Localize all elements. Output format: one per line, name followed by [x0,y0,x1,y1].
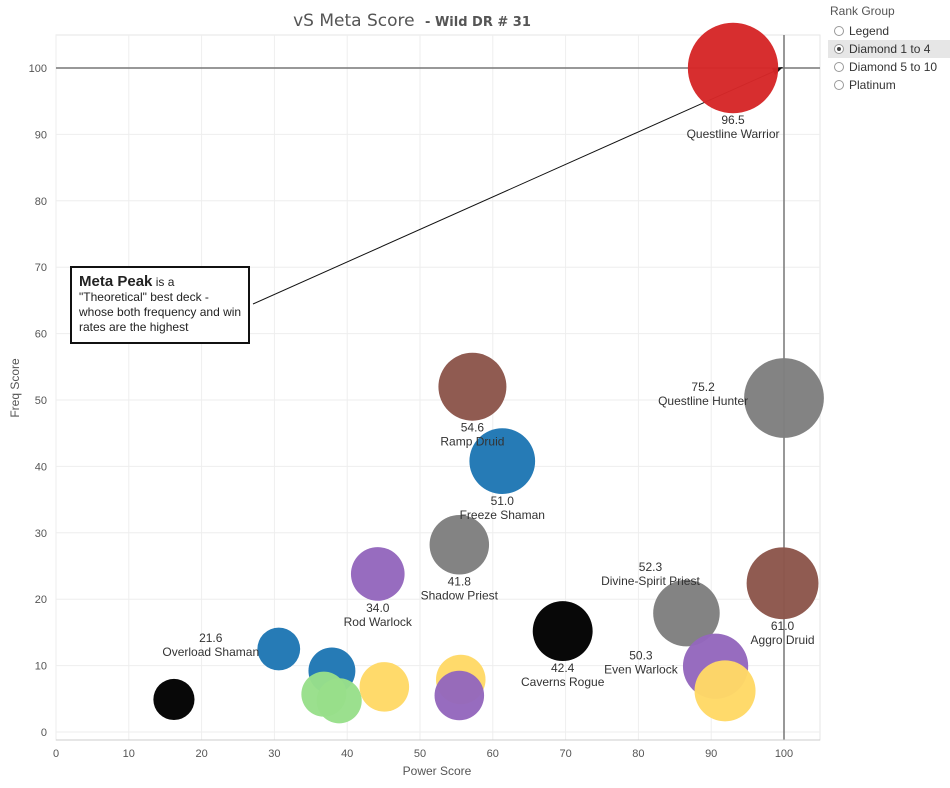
x-tick-label: 10 [123,748,135,760]
x-tick-label: 70 [559,748,571,760]
point-name-label: Ramp Druid [440,435,504,449]
point-score-label: 50.3 [629,648,653,662]
point-name-label: Questline Warrior [687,127,780,141]
legend-title: Rank Group [830,4,895,18]
point-name-label: Aggro Druid [751,633,815,647]
radio-icon[interactable] [834,62,844,72]
scatter-point [687,22,779,114]
x-tick-label: 80 [632,748,644,760]
scatter-point [359,662,410,712]
scatter-point [257,627,301,671]
y-tick-label: 0 [41,727,47,739]
y-tick-label: 100 [29,63,47,75]
scatter-point [694,660,756,722]
point-name-label: Questline Hunter [658,394,748,408]
point-name-label: Caverns Rogue [521,675,605,689]
annotation-text: is a "Theoretical" best deck - whose bot… [79,275,242,334]
x-tick-label: 40 [341,748,353,760]
point-score-label: 34.0 [366,601,390,615]
x-tick-label: 30 [268,748,280,760]
point-name-label: Freeze Shaman [460,508,545,522]
legend-option-platinum[interactable]: Platinum [828,76,950,94]
radio-icon[interactable] [834,26,844,36]
radio-icon[interactable] [834,80,844,90]
legend-option-label: Diamond 1 to 4 [849,42,931,56]
y-tick-label: 90 [35,129,47,141]
legend-option-label: Platinum [849,78,896,92]
legend-option-diamond-1-to-4[interactable]: Diamond 1 to 4 [828,40,950,58]
scatter-point [350,547,405,601]
point-name-label: Shadow Priest [421,588,499,602]
x-tick-label: 50 [414,748,426,760]
scatter-point [316,678,362,724]
x-tick-label: 90 [705,748,717,760]
rank-group-legend: Rank Group Legend Diamond 1 to 4 Diamond 5… [828,2,950,94]
scatter-point [532,601,593,662]
legend-option-label: Legend [849,24,890,38]
point-score-label: 54.6 [461,421,485,435]
point-name-label: Even Warlock [604,662,679,676]
y-tick-label: 10 [35,661,47,673]
y-tick-label: 20 [35,594,47,606]
annotation-bold: Meta Peak [79,273,153,290]
meta-peak-annotation: Meta Peak is a "Theoretical" best deck -… [70,266,250,344]
y-axis-label: Freq Score [8,358,22,418]
points-layer [153,22,824,724]
y-tick-label: 80 [35,196,47,208]
legend-option-legend[interactable]: Legend [828,22,950,40]
scatter-point [438,352,507,421]
point-score-label: 75.2 [691,380,715,394]
point-score-label: 51.0 [491,494,515,508]
x-tick-label: 60 [487,748,499,760]
legend-option-label: Diamond 5 to 10 [849,60,938,74]
scatter-point [429,515,490,575]
y-tick-label: 70 [35,262,47,274]
axis-layer: 0 10 20 30 40 50 60 70 80 90 100 0 10 20 30 40 50 60 70 80 9… [29,63,820,760]
legend-option-diamond-5-to-10[interactable]: Diamond 5 to 10 [828,58,950,76]
chart-title: vS Meta Score - Wild DR # 31 [293,11,531,31]
point-score-label: 42.4 [551,661,575,675]
point-name-label: Rod Warlock [344,615,413,629]
annotation-arrow [252,69,778,305]
x-axis-label: Power Score [403,764,472,778]
scatter-point [469,428,536,494]
point-score-label: 96.5 [721,113,745,127]
y-tick-label: 50 [35,395,47,407]
y-tick-label: 30 [35,528,47,540]
y-tick-label: 40 [35,461,47,473]
x-tick-label: 100 [775,748,793,760]
point-name-label: Overload Shaman [162,645,259,659]
x-tick-label: 20 [195,748,207,760]
scatter-point [744,358,824,438]
y-tick-label: 60 [35,329,47,341]
point-score-label: 41.8 [448,574,472,588]
radio-icon[interactable] [834,44,844,54]
scatter-point [153,678,195,721]
point-score-label: 52.3 [639,560,663,574]
point-score-label: 61.0 [771,619,795,633]
scatter-point [746,547,819,620]
scatter-point [434,670,485,721]
x-tick-label: 0 [53,748,59,760]
point-score-label: 21.6 [199,631,223,645]
scatter-point [653,579,720,647]
point-name-label: Divine-Spirit Priest [601,574,700,588]
